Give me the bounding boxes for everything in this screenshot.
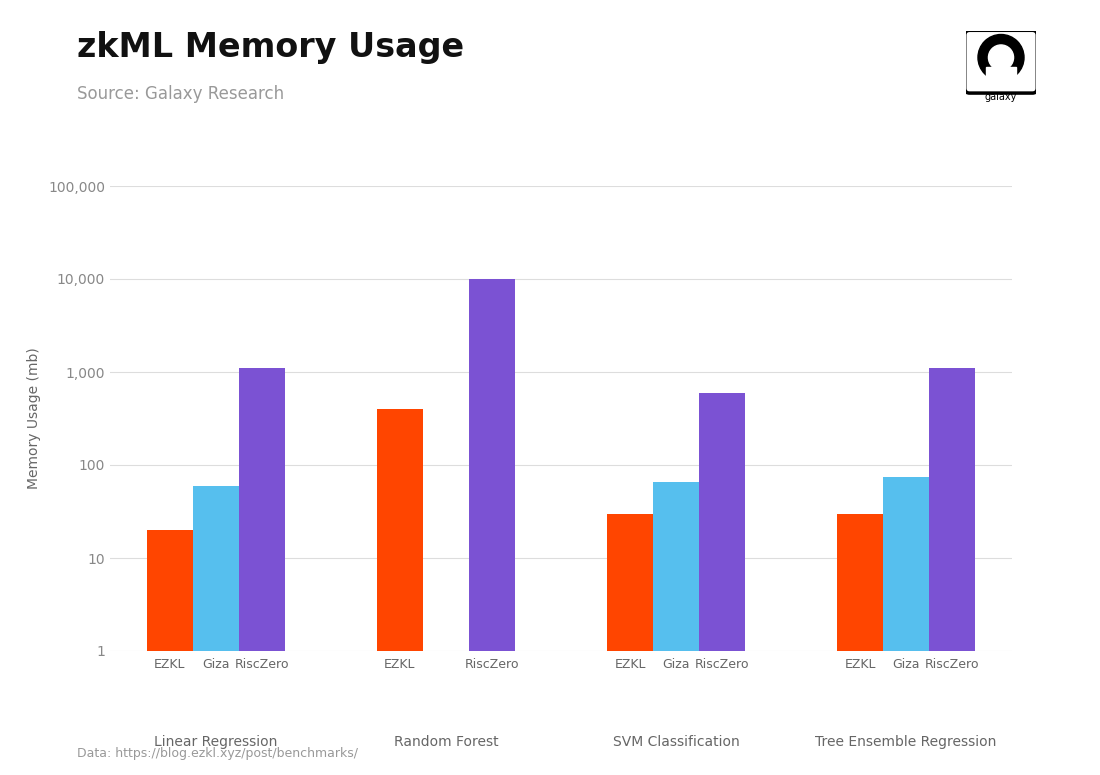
Text: Tree Ensemble Regression: Tree Ensemble Regression (815, 735, 997, 749)
FancyBboxPatch shape (965, 30, 1037, 93)
Bar (192, 486, 239, 775)
Bar (146, 530, 192, 775)
Text: zkML Memory Usage: zkML Memory Usage (77, 31, 464, 64)
Bar (607, 514, 653, 775)
Bar (653, 482, 700, 775)
Y-axis label: Memory Usage (mb): Memory Usage (mb) (28, 348, 41, 489)
Bar (986, 67, 1016, 88)
Bar (377, 409, 422, 775)
Text: Source: Galaxy Research: Source: Galaxy Research (77, 85, 284, 103)
Bar (239, 368, 285, 775)
Text: Linear Regression: Linear Regression (154, 735, 277, 749)
Text: galaxy: galaxy (984, 92, 1018, 102)
Bar (930, 368, 976, 775)
Bar (700, 393, 745, 775)
Circle shape (989, 45, 1013, 70)
Bar (837, 514, 883, 775)
Circle shape (978, 34, 1024, 81)
Bar (883, 477, 930, 775)
Text: SVM Classification: SVM Classification (613, 735, 739, 749)
Bar (469, 279, 515, 775)
Text: Data: https://blog.ezkl.xyz/post/benchmarks/: Data: https://blog.ezkl.xyz/post/benchma… (77, 746, 358, 760)
Text: Random Forest: Random Forest (394, 735, 498, 749)
